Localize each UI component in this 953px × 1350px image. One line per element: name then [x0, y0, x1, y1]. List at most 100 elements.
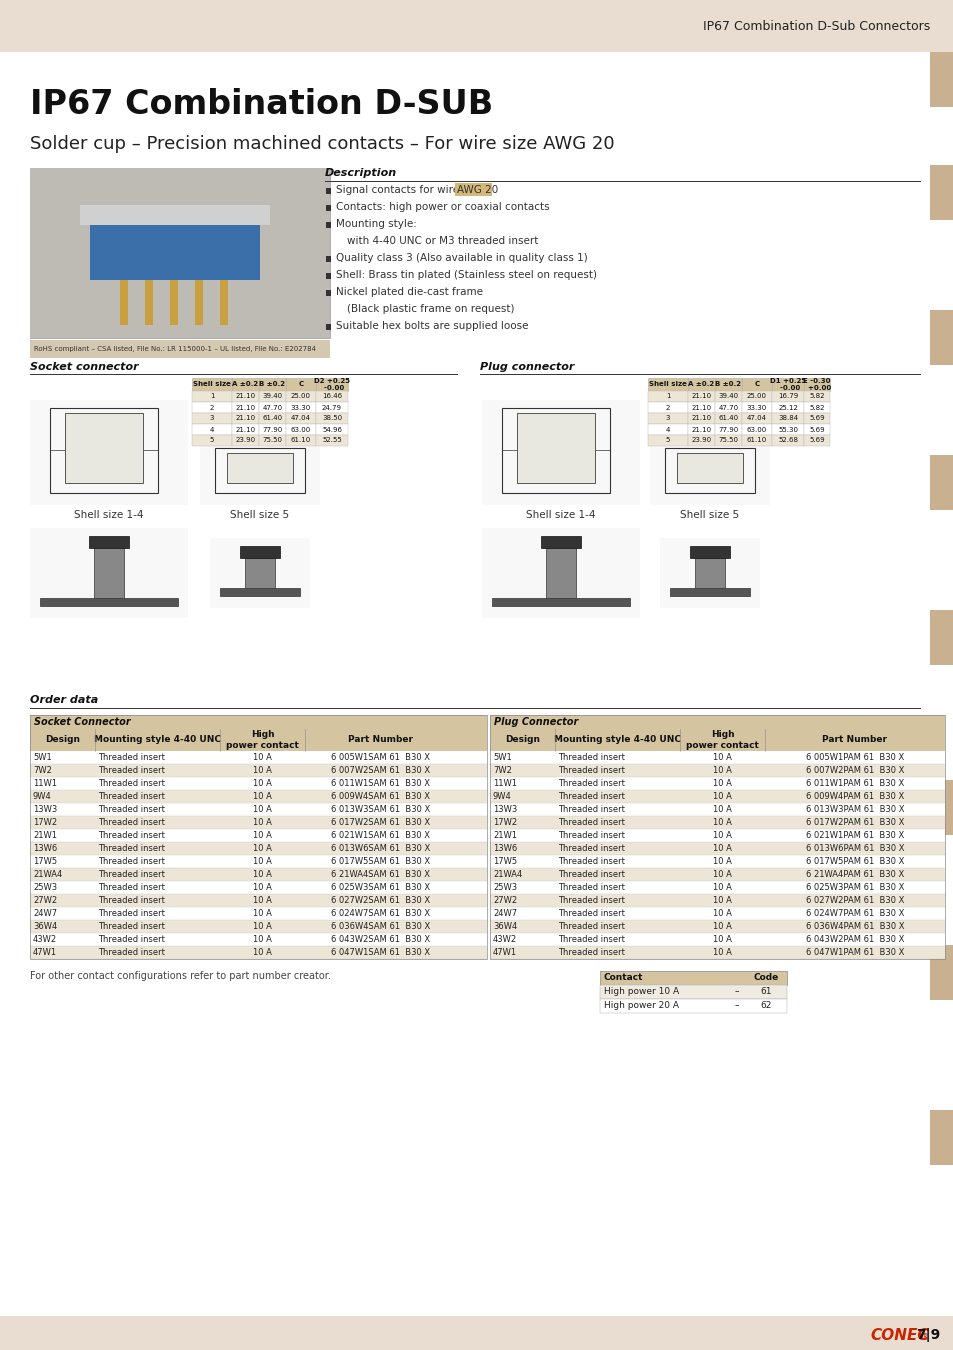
Text: 6 017W5SAM 61  B30 X: 6 017W5SAM 61 B30 X [331, 857, 430, 865]
Bar [326, 256, 331, 262]
Bar [326, 205, 331, 211]
Text: 17W5: 17W5 [33, 857, 57, 865]
Text: 36W4: 36W4 [493, 922, 517, 931]
Text: 10 A: 10 A [253, 909, 272, 918]
Text: 21.10: 21.10 [691, 427, 711, 432]
Text: 63.00: 63.00 [291, 427, 311, 432]
Bar [315, 378, 348, 392]
Text: 1: 1 [210, 393, 214, 400]
Bar [30, 894, 486, 907]
Text: 16.79: 16.79 [777, 393, 798, 400]
Bar [490, 803, 944, 815]
Bar [687, 413, 714, 424]
Bar [30, 790, 486, 803]
Bar [687, 402, 714, 413]
Bar [929, 455, 953, 510]
Text: 2: 2 [665, 405, 670, 410]
Bar [687, 424, 714, 435]
Text: 21WA4: 21WA4 [493, 869, 521, 879]
Text: 47.70: 47.70 [718, 405, 738, 410]
Bar [192, 402, 232, 413]
Text: 27W2: 27W2 [493, 896, 517, 905]
Text: 7W2: 7W2 [33, 765, 51, 775]
Bar [232, 413, 258, 424]
Bar [30, 829, 486, 842]
Bar [647, 435, 687, 446]
Text: IP67 Combination D-SUB: IP67 Combination D-SUB [30, 88, 493, 122]
Bar [94, 539, 124, 598]
Text: RoHS compliant – CSA listed, File No.: LR 115000-1 – UL listed, File No.: E20278: RoHS compliant – CSA listed, File No.: L… [34, 346, 315, 352]
Bar [599, 971, 786, 986]
Text: 21.10: 21.10 [235, 416, 255, 421]
Bar [232, 392, 258, 402]
Text: 10 A: 10 A [712, 818, 731, 828]
Text: 5: 5 [210, 437, 214, 444]
Bar [741, 413, 771, 424]
Text: 47W1: 47W1 [33, 948, 57, 957]
Text: 10 A: 10 A [712, 779, 731, 788]
Bar [258, 413, 286, 424]
Bar [714, 378, 741, 392]
Text: 10 A: 10 A [712, 936, 731, 944]
Text: Part Number: Part Number [348, 736, 413, 744]
Bar [803, 402, 829, 413]
Text: 33.30: 33.30 [746, 405, 766, 410]
Text: 10 A: 10 A [712, 922, 731, 931]
Text: Shell size 1-4: Shell size 1-4 [526, 510, 595, 520]
Text: Threaded insert: Threaded insert [98, 883, 165, 892]
Text: 47.70: 47.70 [262, 405, 282, 410]
Bar [771, 424, 803, 435]
Text: Part Number: Part Number [821, 736, 886, 744]
Text: 61.40: 61.40 [262, 416, 282, 421]
Text: 10 A: 10 A [253, 792, 272, 801]
Text: Signal contacts for wire size: Signal contacts for wire size [335, 185, 485, 194]
Bar [30, 842, 486, 855]
Text: Threaded insert: Threaded insert [98, 948, 165, 957]
Bar [227, 454, 293, 483]
Text: 6 017W5PAM 61  B30 X: 6 017W5PAM 61 B30 X [805, 857, 903, 865]
Text: Description: Description [325, 167, 396, 178]
Bar [490, 894, 944, 907]
Text: Threaded insert: Threaded insert [558, 805, 624, 814]
Text: 6 017W2PAM 61  B30 X: 6 017W2PAM 61 B30 X [805, 818, 903, 828]
Text: 62: 62 [760, 1002, 771, 1011]
Text: 11W1: 11W1 [493, 779, 517, 788]
Text: Threaded insert: Threaded insert [558, 883, 624, 892]
Text: 9W4: 9W4 [493, 792, 511, 801]
Text: 36W4: 36W4 [33, 922, 57, 931]
Bar [194, 279, 203, 325]
Text: Threaded insert: Threaded insert [98, 805, 165, 814]
Text: 10 A: 10 A [712, 896, 731, 905]
Text: 6 007W2SAM 61  B30 X: 6 007W2SAM 61 B30 X [331, 765, 430, 775]
Text: 17W5: 17W5 [493, 857, 517, 865]
Bar [192, 413, 232, 424]
Bar [30, 868, 486, 882]
Bar [65, 413, 143, 483]
Text: 63.00: 63.00 [746, 427, 766, 432]
Text: 21WA4: 21WA4 [33, 869, 62, 879]
Text: 6 013W3PAM 61  B30 X: 6 013W3PAM 61 B30 X [805, 805, 903, 814]
Text: Design: Design [504, 736, 539, 744]
Text: 33.30: 33.30 [291, 405, 311, 410]
Bar [490, 815, 944, 829]
Text: Threaded insert: Threaded insert [98, 844, 165, 853]
Bar [30, 815, 486, 829]
Text: 3: 3 [665, 416, 670, 421]
Text: 39.40: 39.40 [262, 393, 282, 400]
Bar [258, 392, 286, 402]
Text: Shell size 1-4: Shell size 1-4 [74, 510, 144, 520]
Text: D2 +0.25
  -0.00: D2 +0.25 -0.00 [314, 378, 350, 392]
Bar [929, 53, 953, 107]
Text: 6 21WA4SAM 61  B30 X: 6 21WA4SAM 61 B30 X [331, 869, 430, 879]
Text: 10 A: 10 A [253, 922, 272, 931]
Bar [40, 598, 178, 606]
Bar [326, 290, 331, 296]
Text: 2: 2 [210, 405, 214, 410]
Text: 75.50: 75.50 [718, 437, 738, 444]
Bar [929, 945, 953, 1000]
Text: 21.10: 21.10 [235, 405, 255, 410]
Text: Socket Connector: Socket Connector [34, 717, 131, 728]
Text: Threaded insert: Threaded insert [98, 832, 165, 840]
Text: 21.10: 21.10 [235, 427, 255, 432]
Text: 10 A: 10 A [253, 832, 272, 840]
